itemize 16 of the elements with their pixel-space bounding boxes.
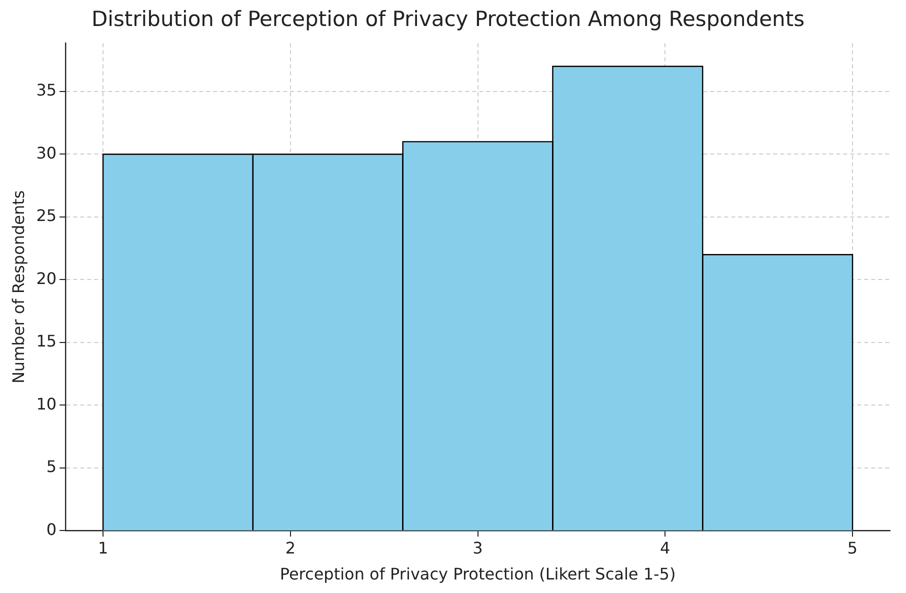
y-tick-label: 15 — [36, 332, 57, 351]
x-tick-label: 1 — [98, 538, 108, 558]
x-tick-label: 5 — [847, 538, 858, 558]
y-tick-label: 0 — [46, 520, 57, 539]
x-tick-label: 3 — [472, 538, 483, 558]
y-axis-title: Number of Respondents — [8, 190, 28, 384]
x-axis-title: Perception of Privacy Protection (Likert Scale 1-5) — [280, 564, 676, 584]
x-tick-label: 4 — [660, 538, 670, 558]
y-tick-label: 25 — [36, 206, 57, 226]
x-tick-label: 2 — [285, 538, 296, 558]
chart-title: Distribution of Perception of Privacy Protection Among Respondents — [91, 7, 805, 32]
y-tick-label: 5 — [46, 457, 57, 476]
y-tick-label: 20 — [36, 268, 57, 288]
y-tick-label: 10 — [36, 394, 57, 414]
y-tick-label: 35 — [36, 80, 57, 100]
y-tick-label: 30 — [36, 143, 57, 162]
